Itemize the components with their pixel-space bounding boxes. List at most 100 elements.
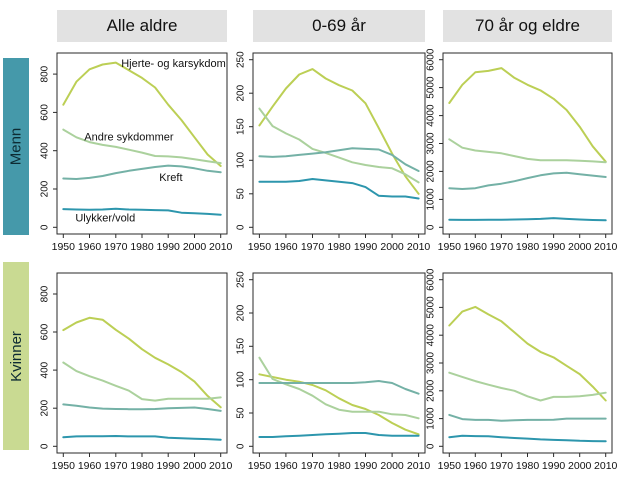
- series-line-kreft: [62, 164, 222, 180]
- series-annotation: Ulykker/vold: [75, 213, 135, 225]
- y-tick-label: 100: [236, 371, 247, 388]
- y-tick-label: 2000: [426, 160, 437, 183]
- x-tick-label: 1950: [438, 460, 462, 472]
- series-line-kreft: [448, 413, 607, 422]
- series-line-andre-sykdommer: [258, 356, 420, 420]
- y-tick-label: 200: [40, 399, 51, 416]
- x-tick-label: 2010: [407, 241, 431, 253]
- y-tick-label: 4000: [426, 104, 437, 127]
- plot-svg: 0 1000 2000 3000 4000 5000 6000 1950 1960 1970 198…: [426, 268, 618, 472]
- y-tick-label: 200: [40, 180, 51, 197]
- y-tick-label: 0: [40, 443, 51, 449]
- series-line-hjerte-og-karsykdom: [448, 305, 607, 402]
- x-tick-label: 1980: [516, 460, 540, 472]
- x-tick-label: 2010: [209, 460, 233, 472]
- plot-svg: 0 200 400 600 800 1950 1960 1970 1980 1990 2000 201…: [40, 272, 233, 472]
- y-tick-label: 250: [236, 271, 247, 288]
- x-tick-label: 1990: [157, 460, 181, 472]
- column-header-70-eldre: 70 år og eldre: [443, 10, 612, 42]
- plot-svg: 0 1000 2000 3000 4000 5000 6000 1950 1960 1970 198…: [426, 48, 618, 253]
- x-tick-label: 1990: [354, 460, 378, 472]
- y-tick-label: 6000: [426, 268, 437, 291]
- y-tick-label: 50: [236, 407, 247, 419]
- series-line-ulykker-vold: [62, 435, 222, 441]
- x-tick-label: 1990: [542, 241, 566, 253]
- series-line-ulykker-vold: [258, 178, 420, 200]
- series-line-kreft: [258, 380, 420, 395]
- y-tick-label: 0: [40, 224, 51, 230]
- y-tick-label: 6000: [426, 48, 437, 71]
- series-line-ulykker-vold: [62, 207, 222, 216]
- plot-svg: 0 50 100 150 200 250 1950 1960 1970 1980 1990 2000 2…: [236, 51, 431, 253]
- y-tick-label: 4000: [426, 324, 437, 347]
- y-tick-label: 0: [426, 443, 437, 449]
- series-line-hjerte-og-karsykdom: [62, 61, 222, 167]
- plot-box: [56, 52, 228, 235]
- x-tick-label: 1990: [354, 241, 378, 253]
- series-line-hjerte-og-karsykdom: [258, 68, 420, 195]
- x-tick-label: 1950: [248, 241, 272, 253]
- x-tick-label: 1970: [104, 241, 128, 253]
- x-tick-label: 2000: [568, 460, 592, 472]
- x-tick-label: 1960: [274, 241, 298, 253]
- series-line-andre-sykdommer: [448, 138, 607, 164]
- row-label-text: Kvinner: [7, 330, 25, 382]
- y-tick-label: 250: [236, 51, 247, 68]
- x-tick-label: 1970: [104, 460, 128, 472]
- series-line-kreft: [448, 171, 607, 190]
- x-tick-label: 1970: [301, 460, 325, 472]
- y-tick-label: 0: [236, 224, 247, 230]
- chart-menn-alle-aldre: 0 200 400 600 800 1950 1960 1970 1980 1990 2000 201…: [23, 45, 239, 262]
- series-annotation: Hjerte- og karsykdom: [121, 58, 226, 70]
- y-tick-label: 400: [40, 361, 51, 378]
- row-label-kvinner: Kvinner: [3, 262, 29, 450]
- chart-menn-70-eldre: 0 1000 2000 3000 4000 5000 6000 1950 1960 1970 198…: [409, 45, 620, 262]
- series-line-hjerte-og-karsykdom: [448, 67, 607, 163]
- x-tick-label: 1990: [157, 241, 181, 253]
- x-tick-label: 1980: [327, 460, 351, 472]
- y-tick-label: 600: [40, 323, 51, 340]
- x-tick-label: 1970: [490, 241, 514, 253]
- x-tick-label: 1950: [438, 241, 462, 253]
- plot-svg: 0 50 100 150 200 250 1950 1960 1970 1980 1990 2000 2…: [236, 271, 431, 472]
- x-tick-label: 2000: [183, 460, 207, 472]
- series-line-andre-sykdommer: [258, 107, 420, 184]
- y-tick-label: 200: [236, 304, 247, 321]
- y-tick-label: 100: [236, 152, 247, 169]
- y-tick-label: 600: [40, 104, 51, 121]
- y-tick-label: 0: [236, 443, 247, 449]
- y-tick-label: 5000: [426, 76, 437, 99]
- x-tick-label: 1980: [130, 241, 154, 253]
- x-tick-label: 2010: [407, 460, 431, 472]
- series-line-andre-sykdommer: [448, 371, 607, 402]
- y-tick-label: 3000: [426, 132, 437, 155]
- series-annotation: Kreft: [159, 172, 182, 184]
- x-tick-label: 1950: [248, 460, 272, 472]
- x-tick-label: 1960: [464, 241, 488, 253]
- series-line-ulykker-vold: [448, 217, 607, 222]
- plot-box: [442, 272, 613, 454]
- chart-kvinner-0-69: 0 50 100 150 200 250 1950 1960 1970 1980 1990 2000 2…: [219, 265, 437, 481]
- plot-box: [252, 52, 426, 235]
- x-tick-label: 2000: [380, 241, 404, 253]
- series-line-hjerte-og-karsykdom: [62, 316, 222, 409]
- x-tick-label: 2000: [183, 241, 207, 253]
- x-tick-label: 1950: [52, 460, 76, 472]
- x-tick-label: 1960: [464, 460, 488, 472]
- x-tick-label: 1960: [78, 460, 102, 472]
- column-header-label: Alle aldre: [106, 16, 178, 35]
- y-tick-label: 5000: [426, 296, 437, 319]
- x-tick-label: 1980: [327, 241, 351, 253]
- x-tick-label: 1970: [301, 241, 325, 253]
- series-annotation: Andre sykdommer: [84, 131, 174, 143]
- y-tick-label: 150: [236, 118, 247, 135]
- y-tick-label: 400: [40, 142, 51, 159]
- y-tick-label: 200: [236, 84, 247, 101]
- x-tick-label: 2010: [594, 460, 618, 472]
- x-tick-label: 1980: [130, 460, 154, 472]
- series-line-andre-sykdommer: [62, 128, 222, 165]
- x-tick-label: 2010: [594, 241, 618, 253]
- row-label-text: Menn: [7, 127, 25, 166]
- series-line-ulykker-vold: [448, 434, 607, 443]
